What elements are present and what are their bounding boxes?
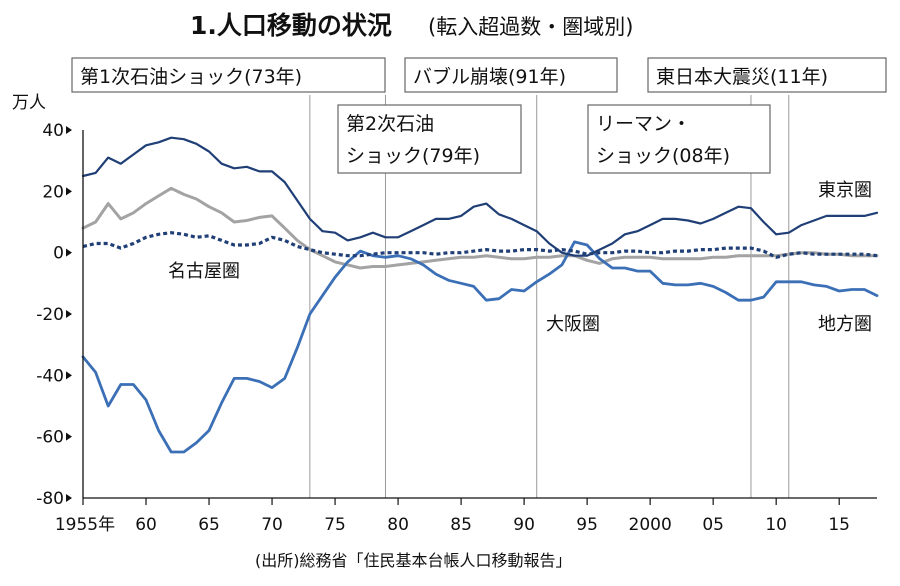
y-tick-label: 20 xyxy=(42,182,64,202)
x-tick-label: 90 xyxy=(513,515,535,535)
series-line xyxy=(81,240,879,454)
y-tick-label: 0 xyxy=(53,244,64,264)
event-label: 第1次石油ショック(73年) xyxy=(80,66,302,88)
y-tick-label: -20 xyxy=(36,305,64,325)
series-label-tokyo: 東京圏 xyxy=(818,180,872,201)
y-tick-label: -60 xyxy=(36,428,64,448)
series-line xyxy=(81,136,879,257)
event-box xyxy=(587,104,771,174)
event-label: 東日本大震災(11年) xyxy=(656,66,828,88)
event-label: バブル崩壊(91年) xyxy=(413,65,566,88)
x-tick-label: 80 xyxy=(387,515,409,535)
x-tick-label: 05 xyxy=(702,515,724,535)
x-tick-label: 10 xyxy=(765,515,787,535)
y-tick-marker xyxy=(66,494,72,502)
y-tick-marker xyxy=(66,187,72,196)
event-box xyxy=(71,57,386,93)
y-axis-unit: 万人 xyxy=(12,93,46,113)
event-box xyxy=(647,57,887,93)
y-tick-marker xyxy=(66,371,72,380)
x-tick-label: 70 xyxy=(261,515,283,535)
series-label-osaka: 大阪圏 xyxy=(546,314,600,335)
x-tick-label: 15 xyxy=(828,515,850,535)
chart-title: 1.人口移動の状況 xyxy=(190,11,392,40)
event-label: ショック(79年) xyxy=(346,145,480,167)
y-tick-marker xyxy=(66,248,72,257)
x-tick-label: 1955年 xyxy=(55,515,115,535)
y-tick-marker xyxy=(66,432,72,441)
y-tick-marker xyxy=(66,310,72,318)
y-tick-label: -40 xyxy=(36,366,64,386)
event-label: リーマン・ xyxy=(596,113,691,135)
y-tick-marker xyxy=(66,126,72,134)
event-label: 第2次石油 xyxy=(346,113,434,135)
x-tick-label: 75 xyxy=(324,515,346,535)
y-tick-label: 40 xyxy=(42,121,64,141)
x-tick-label: 2000 xyxy=(629,515,672,535)
event-box xyxy=(404,57,618,93)
series-line xyxy=(82,231,878,259)
x-tick-label: 60 xyxy=(135,515,157,535)
source-note: (出所)総務省「住民基本台帳人口移動報告」 xyxy=(255,551,572,570)
x-tick-label: 65 xyxy=(198,515,220,535)
x-tick-label: 85 xyxy=(450,515,472,535)
series-line xyxy=(81,186,879,270)
event-box xyxy=(337,104,522,174)
chart-subtitle: (転入超過数・圏域別) xyxy=(428,15,633,39)
series-label-nagoya: 名古屋圏 xyxy=(168,261,240,282)
x-tick-label: 95 xyxy=(576,515,598,535)
series-label-local: 地方圏 xyxy=(818,314,872,335)
y-tick-label: -80 xyxy=(36,489,64,509)
event-label: ショック(08年) xyxy=(596,145,730,167)
